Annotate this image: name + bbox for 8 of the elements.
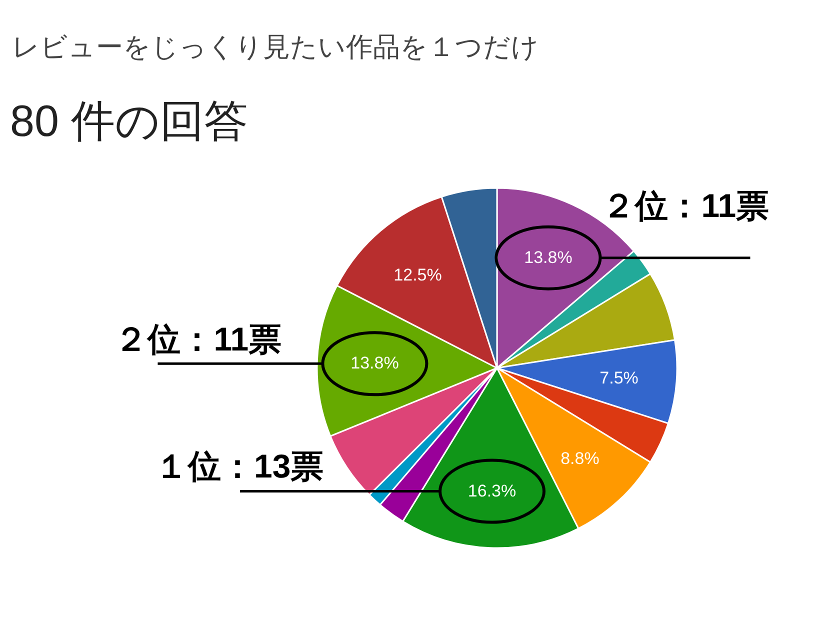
data-label: 7.5% [600,368,638,388]
data-label: 8.8% [560,449,600,468]
data-label: 16.3% [468,481,516,500]
data-label: 13.8% [524,248,572,267]
data-label: 12.5% [394,266,442,285]
chart-title: レビューをじっくり見たい作品を１つだけ [12,32,539,62]
chart-subtitle: 80 件の回答 [10,97,248,146]
data-label: 13.8% [350,354,399,373]
